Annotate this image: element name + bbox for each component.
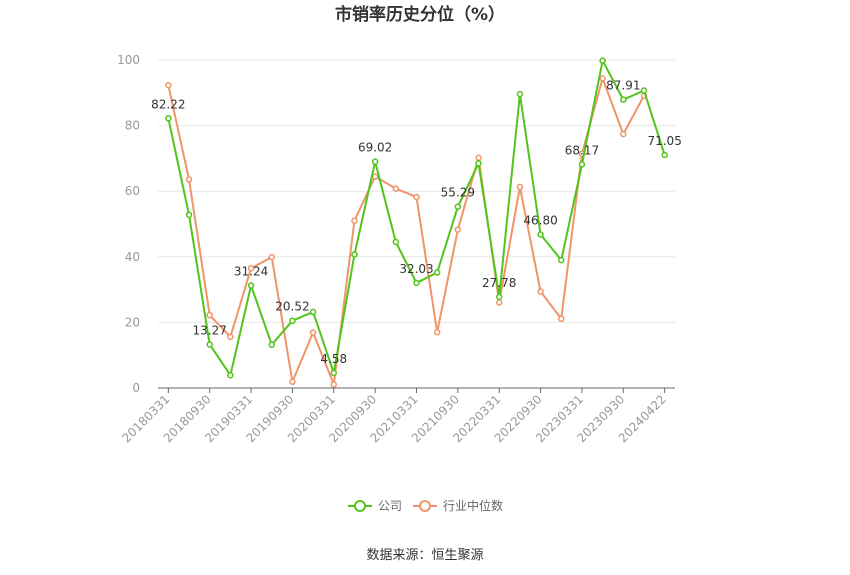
data-point [185,176,193,183]
data-point [309,308,317,316]
data-label: 68.17 [565,143,599,157]
data-point [475,160,482,167]
legend: 公司 行业中位数 [348,498,503,513]
data-source: 数据来源：恒生聚源 [366,548,483,563]
data-point [165,82,172,89]
data-point [392,238,400,246]
data-label: 32.03 [399,262,433,276]
data-label: 55.29 [441,186,475,200]
y-tick-label: 100 [117,53,140,67]
data-point [371,173,379,180]
data-label: 69.02 [358,141,392,155]
series-group [165,57,668,388]
data-point [433,269,441,276]
legend-item-industry-median[interactable]: 行业中位数 [413,498,503,513]
data-point [330,381,338,388]
legend-marker-company [354,500,366,512]
data-label: 4.58 [320,352,347,366]
data-label: 20.52 [275,300,309,314]
series-line [167,77,645,386]
data-point [206,311,213,319]
data-point [206,341,213,348]
data-point [371,158,379,165]
data-point [537,288,544,295]
y-tick-label: 80 [125,119,140,133]
data-label: 71.05 [647,134,681,148]
data-point [495,299,503,306]
data-point [351,217,358,224]
data-point [558,315,565,323]
chart-title: 市销率历史分位（%） [335,4,505,25]
data-point [247,282,255,289]
legend-label-industry-median: 行业中位数 [443,498,503,513]
data-point [661,151,668,159]
data-point [578,161,586,168]
data-point [165,115,172,122]
data-point [413,193,420,201]
data-point [351,251,358,258]
data-point [475,154,482,161]
data-point [227,333,234,341]
data-labels: 82.22 13.27 31.24 20.52 4.58 69.02 32.03 55.29 2… [151,79,682,366]
data-point [558,256,565,264]
data-point [433,328,441,336]
data-point [454,226,462,233]
data-point [537,231,544,238]
data-point [454,203,462,210]
data-point [330,369,338,377]
data-label: 87.91 [606,79,640,93]
data-label: 46.80 [523,213,557,227]
data-label: 82.22 [151,97,185,111]
x-axis-ticks: 2018033120180930201903312019093020200331… [119,388,669,445]
data-point [413,279,420,287]
data-point [516,90,524,98]
data-point [640,87,648,94]
legend-item-company[interactable]: 公司 [348,499,402,513]
data-point [227,371,234,379]
data-point [620,130,627,138]
data-point [185,211,193,219]
data-point [309,329,317,336]
series-line [167,59,666,377]
data-point [268,341,275,348]
data-point [289,317,296,324]
data-point [247,265,255,272]
y-tick-label: 20 [125,315,140,329]
y-tick-label: 0 [132,381,140,395]
legend-marker-industry-median [419,500,431,512]
data-point [392,185,400,192]
data-point [289,378,296,386]
data-point [599,75,606,82]
legend-label-company: 公司 [378,499,402,513]
data-label: 27.78 [482,276,516,290]
y-tick-label: 40 [125,250,140,264]
data-point [516,183,524,191]
y-axis-ticks: 0 20 40 60 80 100 [117,53,140,395]
data-point [599,57,606,64]
data-point [268,253,275,261]
data-point [620,96,627,103]
data-label: 31.24 [234,265,268,279]
data-point [495,293,503,301]
y-tick-label: 60 [125,184,140,198]
data-label: 13.27 [193,323,227,337]
